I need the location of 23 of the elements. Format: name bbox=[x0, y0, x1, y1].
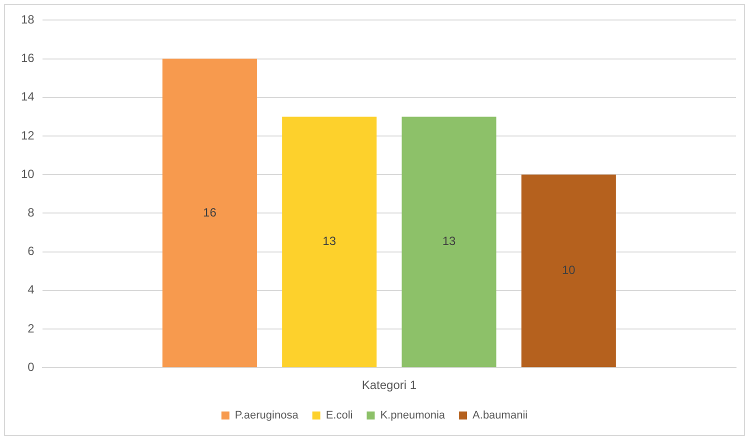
bar bbox=[162, 58, 257, 368]
bar bbox=[521, 174, 616, 368]
data-label: 10 bbox=[562, 263, 576, 278]
y-tick-label: 2 bbox=[28, 321, 35, 336]
y-tick-label: 16 bbox=[20, 51, 35, 66]
y-tick-label: 12 bbox=[20, 128, 35, 142]
y-tick-label: 10 bbox=[20, 166, 35, 181]
bar bbox=[282, 116, 377, 368]
data-label: 16 bbox=[203, 205, 217, 220]
legend-label: E.coli bbox=[326, 410, 353, 422]
bar bbox=[402, 116, 496, 368]
y-tick-label: 0 bbox=[28, 360, 35, 374]
x-tick-label: Kategori 1 bbox=[362, 378, 417, 392]
y-tick-label: 14 bbox=[20, 90, 35, 104]
legend-label: K.pneumonia bbox=[380, 410, 446, 422]
y-tick-label: 6 bbox=[28, 244, 35, 258]
data-label: 13 bbox=[322, 234, 336, 248]
legend-label: A.baumanii bbox=[472, 410, 528, 422]
legend-label: P.aeruginosa bbox=[234, 410, 300, 422]
data-label: 13 bbox=[442, 234, 456, 248]
y-tick-label: 18 bbox=[20, 12, 35, 27]
y-tick-label: 8 bbox=[28, 206, 35, 220]
y-tick-label: 4 bbox=[28, 282, 35, 297]
